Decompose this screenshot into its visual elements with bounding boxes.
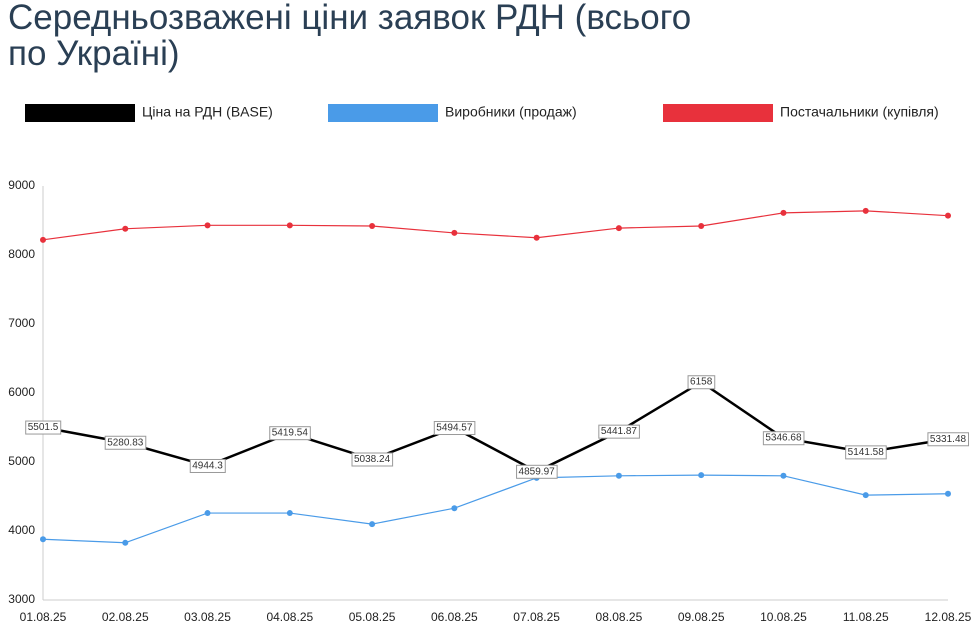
- data-label-box: [351, 452, 394, 467]
- y-tick-label: 7000: [8, 316, 35, 330]
- x-tick-label: 04.08.25: [266, 610, 313, 624]
- data-label-group: 4859.97: [516, 464, 558, 479]
- x-tick-label: 12.08.25: [925, 610, 972, 624]
- legend-swatch: [25, 104, 135, 122]
- x-tick-label: 01.08.25: [20, 610, 67, 624]
- data-label: 4859.97: [519, 466, 556, 477]
- y-tick-label: 9000: [8, 178, 35, 192]
- x-tick-label: 08.08.25: [596, 610, 643, 624]
- point: [698, 223, 705, 230]
- data-label: 5346.68: [765, 433, 802, 444]
- series-line: [42, 380, 949, 474]
- point: [369, 223, 376, 230]
- data-label-box: [189, 458, 226, 473]
- data-label: 5441.87: [601, 426, 638, 437]
- point: [204, 222, 211, 229]
- data-label-box: [598, 424, 640, 439]
- point: [945, 490, 951, 497]
- legend-label: Виробники (продаж): [445, 104, 577, 120]
- point: [615, 472, 622, 479]
- series-line: [42, 210, 949, 241]
- data-label-group: 5038.24: [351, 452, 394, 467]
- data-label-group: 5280.83: [104, 435, 147, 450]
- data-label: 5038.24: [354, 454, 391, 465]
- point: [862, 492, 869, 499]
- x-tick-label: 11.08.25: [843, 610, 889, 624]
- x-tick-label: 09.08.25: [678, 610, 725, 624]
- x-tick-label: 05.08.25: [349, 610, 396, 624]
- point: [780, 472, 787, 479]
- point: [780, 209, 787, 216]
- y-tick-label: 8000: [8, 247, 35, 261]
- x-tick-label: 07.08.25: [513, 610, 560, 624]
- x-tick-label: 03.08.25: [184, 610, 231, 624]
- point: [615, 225, 622, 232]
- data-label-box: [927, 432, 970, 447]
- chart-title: Середньозважені ціни заявок РДН (всього …: [8, 0, 692, 73]
- data-label-box: [269, 426, 311, 441]
- point: [122, 225, 129, 232]
- data-label-group: 5346.68: [762, 431, 805, 446]
- y-tick-label: 5000: [8, 454, 35, 468]
- data-label: 5419.54: [272, 428, 309, 439]
- point: [204, 510, 211, 517]
- point: [945, 212, 951, 219]
- x-tick-label: 10.08.25: [760, 610, 807, 624]
- data-label: 5280.83: [107, 437, 144, 448]
- data-label-group: 5419.54: [269, 426, 311, 441]
- y-tick-label: 6000: [8, 385, 35, 399]
- data-label-group: 5331.48: [927, 432, 970, 447]
- data-label-box: [845, 445, 887, 460]
- data-label-box: [687, 375, 716, 390]
- data-label-group: 5501.5: [25, 420, 62, 435]
- data-label: 5331.48: [930, 434, 967, 445]
- data-label-group: 5441.87: [598, 424, 640, 439]
- data-label-group: 5141.58: [845, 445, 887, 460]
- y-tick-label: 3000: [8, 592, 35, 606]
- x-tick-label: 06.08.25: [431, 610, 478, 624]
- data-label: 5141.58: [848, 447, 885, 458]
- point: [40, 236, 46, 243]
- series-line: [42, 474, 949, 544]
- data-label-box: [433, 421, 476, 436]
- point: [286, 222, 293, 229]
- point: [40, 536, 46, 543]
- data-label: 5501.5: [28, 422, 59, 433]
- data-label-group: 4944.3: [189, 458, 226, 473]
- point: [286, 510, 293, 517]
- data-label-group: 6158: [687, 375, 716, 390]
- point: [451, 229, 458, 236]
- data-label: 5494.57: [436, 423, 473, 434]
- data-label: 4944.3: [192, 460, 223, 471]
- x-tick-label: 02.08.25: [102, 610, 149, 624]
- data-label-box: [516, 464, 558, 479]
- legend-swatch: [328, 104, 438, 122]
- legend-label: Ціна на РДН (BASE): [142, 104, 273, 120]
- data-label-box: [25, 420, 62, 435]
- point: [862, 207, 869, 214]
- data-label-group: 5494.57: [433, 421, 476, 436]
- point: [451, 505, 458, 512]
- point: [698, 472, 705, 479]
- data-label: 6158: [690, 377, 713, 388]
- data-label-box: [762, 431, 805, 446]
- point: [369, 521, 376, 528]
- point: [533, 234, 540, 241]
- legend-swatch: [663, 104, 773, 122]
- legend-label: Постачальники (купівля): [780, 104, 939, 120]
- y-tick-label: 4000: [8, 523, 35, 537]
- point: [122, 539, 129, 546]
- data-label-box: [104, 435, 147, 450]
